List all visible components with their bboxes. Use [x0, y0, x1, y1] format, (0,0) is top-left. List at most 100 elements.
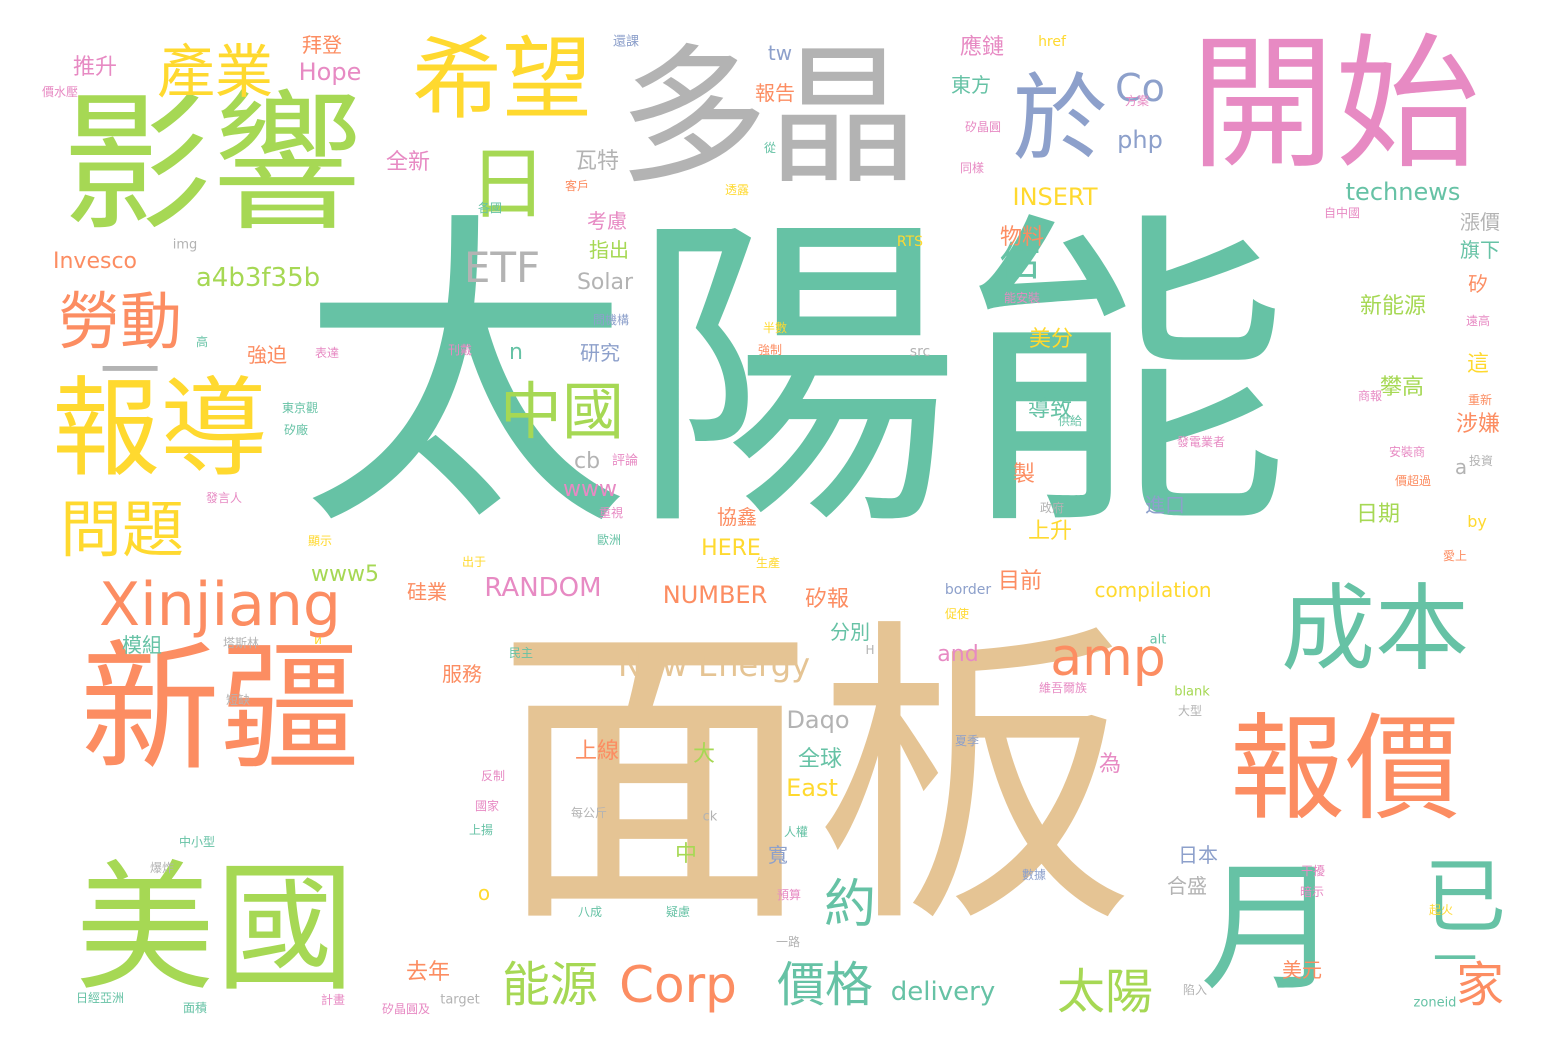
- cloud-word: 暗示: [1299, 885, 1325, 899]
- cloud-word: 政府: [1039, 501, 1065, 515]
- cloud-word: 同樣: [959, 161, 985, 175]
- cloud-word: 產業: [156, 38, 274, 106]
- cloud-word: 攀高: [1379, 375, 1425, 400]
- cloud-word: 多晶: [617, 31, 919, 205]
- cloud-word: 寬: [768, 843, 788, 867]
- cloud-word: www: [563, 477, 617, 502]
- cloud-word: 月: [1199, 848, 1341, 1011]
- cloud-word: 各國: [477, 201, 503, 215]
- cloud-word: 報導: [51, 367, 269, 492]
- cloud-word: Corp: [619, 956, 737, 1014]
- cloud-word: 推升: [72, 55, 118, 80]
- cloud-word: 半數: [762, 321, 788, 335]
- cloud-word: 為: [1098, 752, 1122, 777]
- cloud-word: 歐洲: [596, 533, 622, 547]
- cloud-word: 投資: [1468, 454, 1494, 468]
- cloud-word: 中小型: [178, 835, 216, 849]
- cloud-word: 分別: [830, 620, 870, 644]
- cloud-word: tw: [767, 41, 793, 65]
- cloud-word: 一: [100, 337, 160, 407]
- cloud-word: 影響: [61, 78, 363, 252]
- cloud-word: 客戶: [564, 179, 590, 193]
- cloud-word: 短缺: [225, 693, 251, 707]
- cloud-word: 瓦特: [574, 149, 620, 174]
- cloud-word: 約: [823, 875, 877, 935]
- cloud-word: 矽: [1468, 272, 1488, 296]
- cloud-word: 中: [674, 842, 698, 867]
- cloud-word: 起火: [1428, 903, 1454, 917]
- cloud-word: RANDOM: [484, 573, 602, 603]
- cloud-word: 問題: [59, 493, 185, 566]
- cloud-word: ck: [702, 809, 718, 825]
- cloud-word: 價水壓: [41, 85, 79, 99]
- cloud-word: 自中國: [1323, 206, 1361, 220]
- cloud-word: 報告: [755, 81, 795, 105]
- cloud-word: 表達: [314, 346, 340, 360]
- cloud-word: 中國: [499, 375, 625, 448]
- cloud-word: and: [937, 642, 979, 667]
- cloud-word: 陷入: [1182, 983, 1208, 997]
- cloud-word: 全新: [385, 150, 431, 175]
- cloud-word: 一路: [775, 935, 801, 949]
- cloud-word: 能安裝: [1003, 291, 1041, 305]
- cloud-word: img: [172, 237, 198, 253]
- cloud-word: 導致: [1027, 397, 1073, 422]
- cloud-word: 考慮: [587, 209, 627, 233]
- cloud-word: 發言人: [205, 491, 243, 505]
- cloud-word: 製: [1012, 462, 1036, 487]
- cloud-word: 日本: [1178, 843, 1218, 867]
- cloud-word: 刊戴: [447, 343, 473, 357]
- cloud-word: compilation: [1094, 578, 1212, 602]
- cloud-word: 報價: [1229, 702, 1461, 837]
- cloud-word: 全球: [797, 747, 843, 772]
- cloud-word: 強迫: [247, 343, 287, 367]
- cloud-word: 問機構: [592, 313, 630, 327]
- cloud-word: 大: [692, 742, 716, 767]
- cloud-word: target: [440, 992, 480, 1008]
- cloud-word: 估: [1000, 239, 1040, 285]
- cloud-word: 矽廠: [283, 423, 309, 437]
- cloud-word: 硅業: [407, 580, 447, 604]
- cloud-word: 研究: [580, 341, 620, 365]
- cloud-word: 安裝商: [1388, 445, 1426, 459]
- cloud-word: 爆炸: [149, 861, 175, 875]
- cloud-word: 矽報: [804, 587, 850, 612]
- cloud-word: 強制: [757, 343, 783, 357]
- cloud-word: 人權: [783, 825, 809, 839]
- cloud-word: 涉嫌: [1455, 412, 1501, 437]
- cloud-word: New Energy: [618, 646, 810, 684]
- cloud-word: 面板: [495, 594, 1135, 966]
- cloud-word: 評論: [611, 453, 639, 469]
- cloud-word: border: [944, 582, 992, 598]
- cloud-word: 價格: [776, 957, 874, 1013]
- cloud-word: 漲價: [1460, 210, 1500, 234]
- cloud-word: 維吾爾族: [1038, 681, 1088, 695]
- cloud-word: 從: [763, 141, 777, 155]
- cloud-word: 數據: [1021, 868, 1047, 882]
- cloud-word: 指出: [589, 238, 629, 262]
- cloud-word: INSERT: [1012, 183, 1098, 211]
- cloud-word: 促使: [944, 607, 970, 621]
- cloud-word: 上升: [1027, 519, 1073, 544]
- cloud-word: Daqo: [786, 706, 850, 734]
- cloud-word: 塔斯林: [222, 636, 260, 650]
- cloud-word: 重視: [598, 506, 624, 520]
- cloud-word: 日期: [1355, 502, 1401, 527]
- cloud-word: 商報: [1357, 389, 1383, 403]
- cloud-word: 透露: [724, 183, 750, 197]
- cloud-word: 拜登: [302, 33, 342, 57]
- cloud-word: a: [1454, 455, 1468, 479]
- cloud-word: Solar: [576, 270, 634, 295]
- cloud-word: 夏季: [954, 734, 980, 748]
- cloud-word: zoneid: [1413, 995, 1457, 1011]
- cloud-word: 日: [468, 140, 548, 230]
- cloud-word: 還課: [612, 34, 640, 50]
- cloud-word: 八成: [577, 905, 603, 919]
- cloud-word: 每公斤: [570, 806, 608, 820]
- cloud-word: by: [1467, 512, 1487, 531]
- cloud-word: php: [1117, 126, 1163, 154]
- cloud-word: a4b3f35b: [195, 263, 321, 293]
- cloud-word: 美分: [1028, 327, 1074, 352]
- cloud-word: 已: [1423, 850, 1507, 945]
- cloud-word: 上線: [574, 739, 620, 764]
